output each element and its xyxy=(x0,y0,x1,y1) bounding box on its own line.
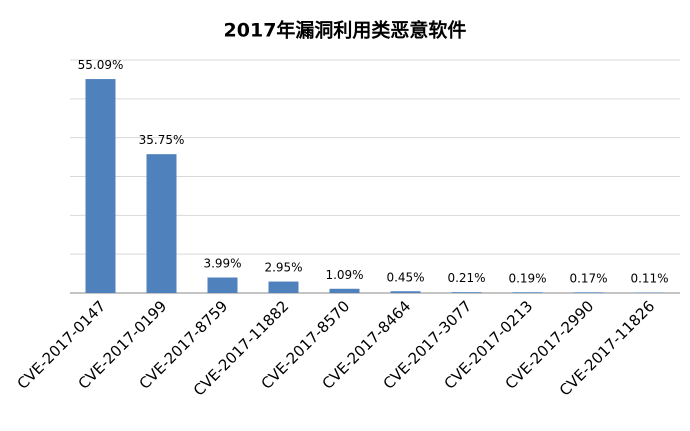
value-label: 2.95% xyxy=(264,261,302,275)
value-label: 0.21% xyxy=(447,271,485,285)
value-label: 0.11% xyxy=(630,272,668,286)
bar xyxy=(390,291,421,293)
bar xyxy=(451,292,482,293)
bar xyxy=(329,288,360,293)
bar xyxy=(207,277,238,293)
bar xyxy=(268,281,299,293)
value-label: 0.17% xyxy=(569,271,607,285)
chart-title: 2017年漏洞利用类恶意软件 xyxy=(224,19,467,42)
bar xyxy=(146,154,177,293)
value-label: 1.09% xyxy=(325,268,363,282)
value-label: 55.09% xyxy=(78,58,124,72)
bar xyxy=(573,292,604,293)
bar xyxy=(512,292,543,293)
value-label: 0.19% xyxy=(508,271,546,285)
value-label: 3.99% xyxy=(203,257,241,271)
value-label: 0.45% xyxy=(386,270,424,284)
value-label: 35.75% xyxy=(139,133,185,147)
bar xyxy=(85,79,116,293)
